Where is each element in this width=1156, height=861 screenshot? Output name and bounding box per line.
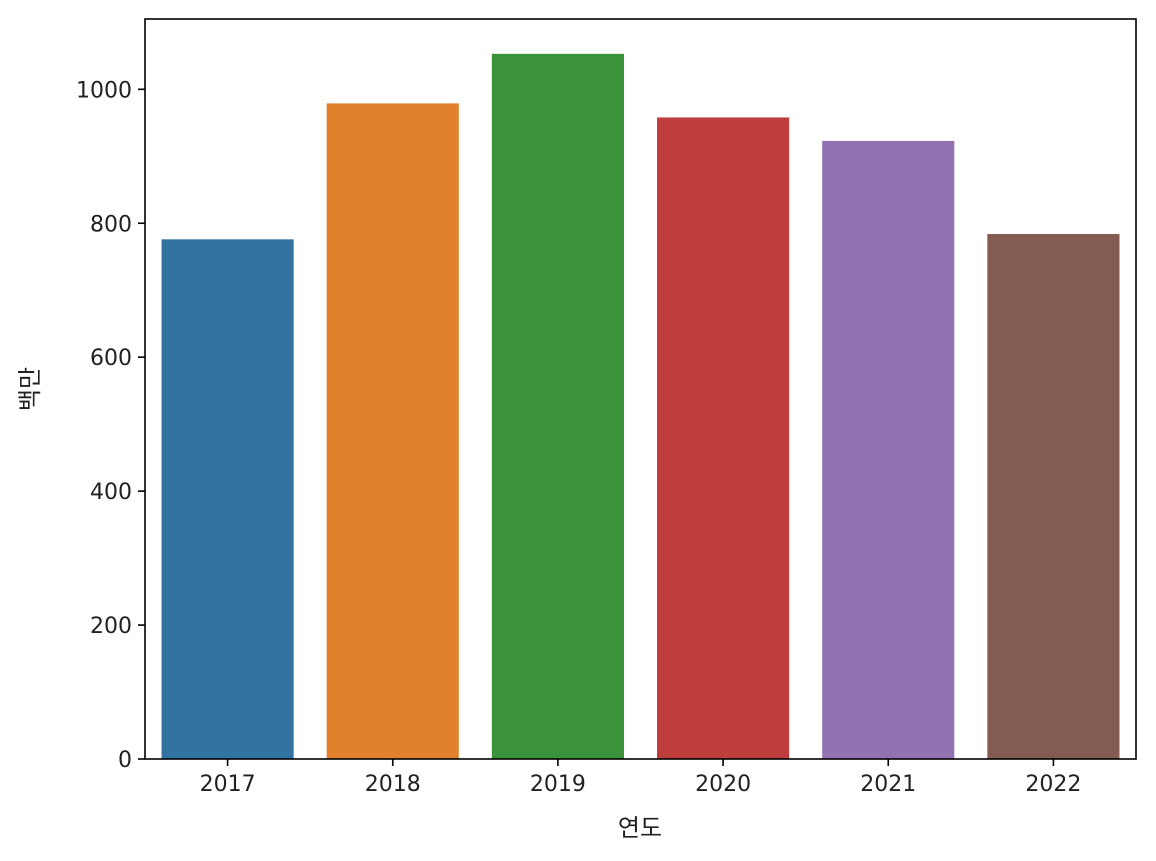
x-tick-label-2019: 2019 xyxy=(530,772,586,797)
bar-2021 xyxy=(822,140,955,759)
x-tick-label-2020: 2020 xyxy=(695,772,751,797)
bars-group xyxy=(161,53,1120,760)
bar-2019 xyxy=(491,53,624,759)
x-axis: 2017 2018 2019 2020 2021 2022 xyxy=(200,759,1081,797)
y-tick-label-400: 400 xyxy=(90,480,132,505)
bar-2018 xyxy=(326,103,459,759)
x-tick-label-2022: 2022 xyxy=(1025,772,1081,797)
bar-2020 xyxy=(657,117,790,759)
bar-2022 xyxy=(987,233,1120,760)
x-tick-label-2021: 2021 xyxy=(860,772,916,797)
x-axis-title: 연도 xyxy=(618,814,662,842)
y-axis: 0 200 400 600 800 1000 xyxy=(76,78,145,773)
y-tick-label-0: 0 xyxy=(118,748,132,773)
y-tick-label-600: 600 xyxy=(90,346,132,371)
y-axis-title: 백만 xyxy=(16,367,44,411)
x-tick-label-2018: 2018 xyxy=(365,772,421,797)
plot-frame xyxy=(144,18,1137,760)
y-tick-label-200: 200 xyxy=(90,614,132,639)
y-tick-label-1000: 1000 xyxy=(76,78,132,103)
bar-2017 xyxy=(161,239,294,759)
x-tick-label-2017: 2017 xyxy=(200,772,256,797)
y-tick-label-800: 800 xyxy=(90,212,132,237)
